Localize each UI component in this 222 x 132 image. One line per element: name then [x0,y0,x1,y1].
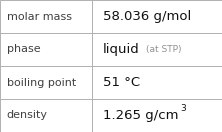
Text: 58.036 g/mol: 58.036 g/mol [103,10,192,23]
Text: density: density [7,110,48,121]
Text: 51 °C: 51 °C [103,76,140,89]
Text: 1.265 g/cm: 1.265 g/cm [103,109,179,122]
Text: boiling point: boiling point [7,77,76,88]
Text: molar mass: molar mass [7,11,72,22]
Text: 3: 3 [180,104,186,113]
Text: phase: phase [7,44,40,55]
Text: (at STP): (at STP) [146,45,181,54]
Text: liquid: liquid [103,43,140,56]
